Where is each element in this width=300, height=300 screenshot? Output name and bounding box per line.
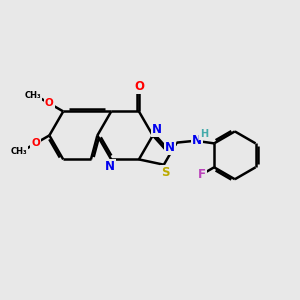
Text: O: O	[31, 138, 40, 148]
Text: S: S	[161, 166, 170, 179]
Text: H: H	[200, 129, 208, 139]
Text: CH₃: CH₃	[24, 91, 41, 100]
Text: CH₃: CH₃	[11, 147, 27, 156]
Text: N: N	[152, 123, 162, 136]
Text: N: N	[192, 134, 202, 147]
Text: N: N	[165, 141, 175, 154]
Text: N: N	[105, 160, 115, 173]
Text: O: O	[45, 98, 54, 108]
Text: F: F	[197, 168, 206, 181]
Text: O: O	[134, 80, 144, 92]
